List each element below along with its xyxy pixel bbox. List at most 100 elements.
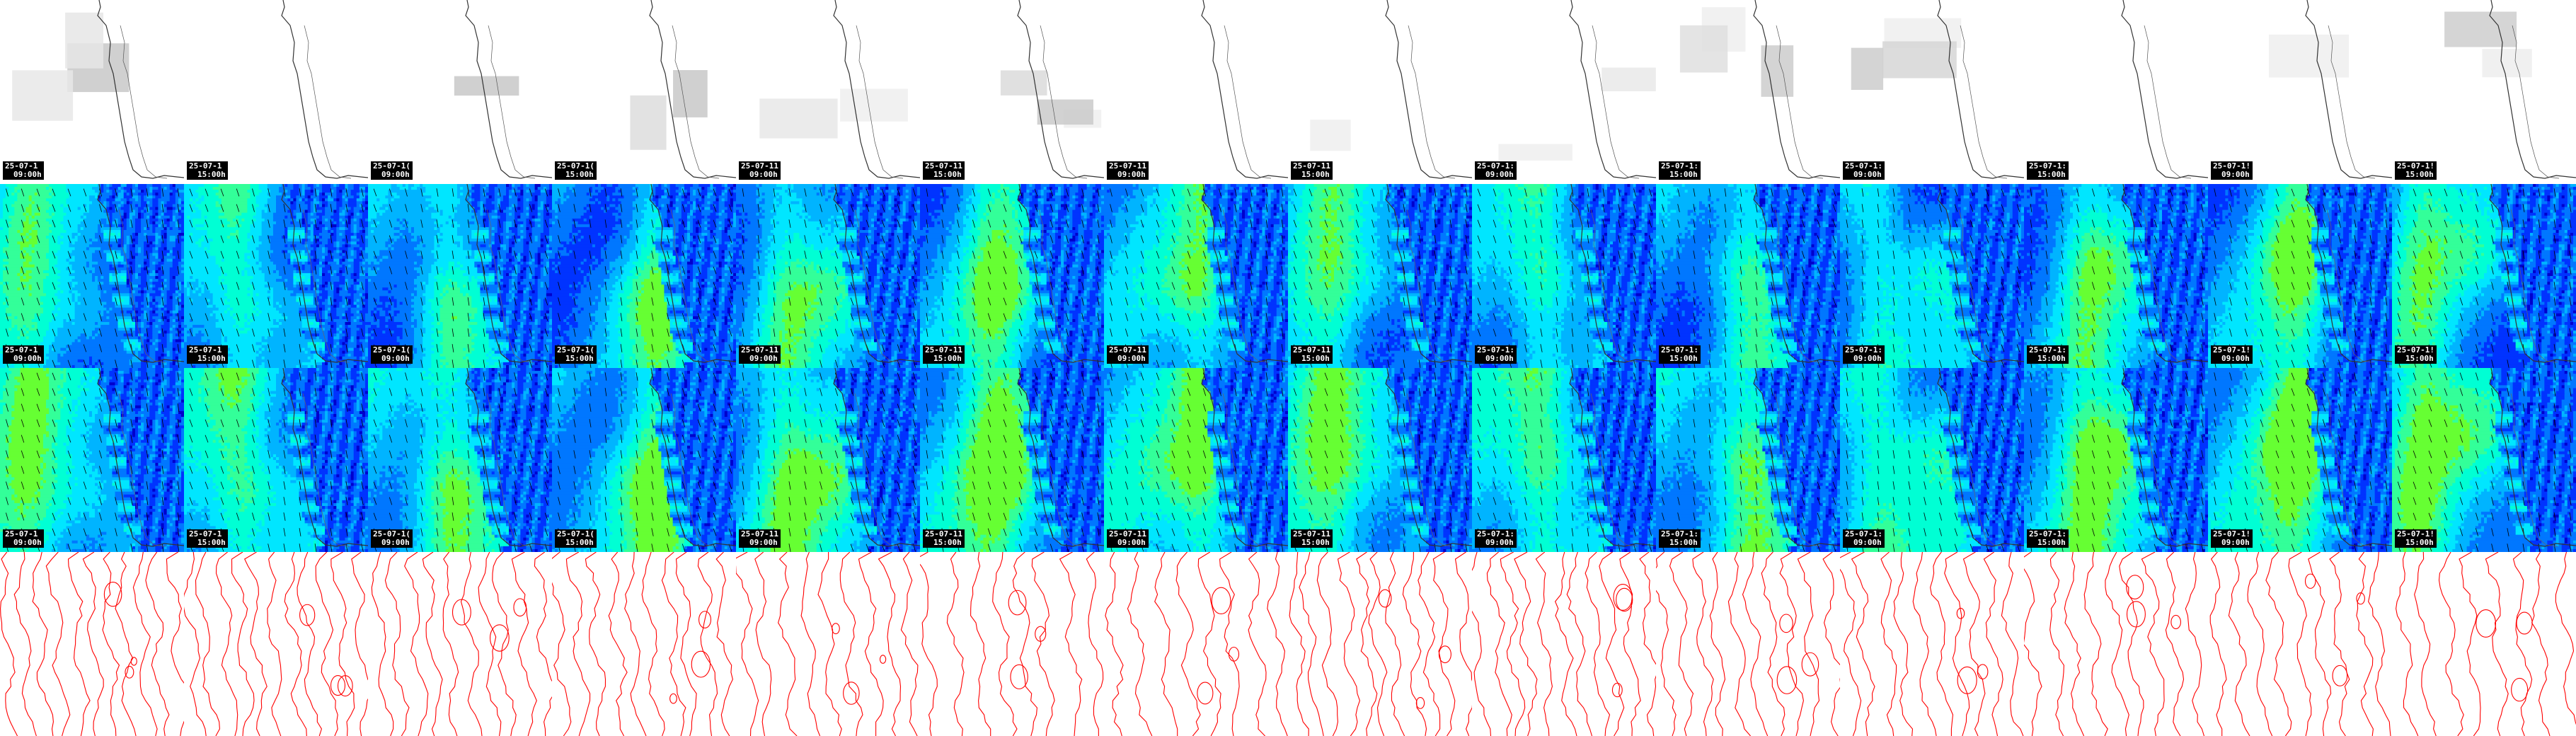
wind-speed-cell <box>509 272 512 277</box>
cloud-cover-map-tile[interactable]: 25-07-1: 15:00h <box>2024 0 2208 184</box>
wind-speed-cell <box>460 287 481 291</box>
wind-speed-cell <box>129 270 133 274</box>
wind-speed-cell <box>180 287 184 291</box>
cloud-cover-map-tile[interactable]: 25-07-1: 09:00h <box>1840 0 2024 184</box>
wind-speed-cell <box>494 362 501 366</box>
wind-speed-cell <box>330 224 337 228</box>
wind-speed-cell <box>172 304 176 309</box>
wind-speed-a-map-tile[interactable]: 25-07-1(09:00h <box>368 184 552 368</box>
wind-speed-cell <box>66 230 79 234</box>
wind-arrow <box>52 282 56 290</box>
wind-arrow <box>146 297 149 306</box>
cloud-cover-map-tile[interactable]: 25-07-11 09:00h <box>1104 0 1288 184</box>
wind-speed-cell <box>523 307 527 311</box>
cloud-cover-map-tile[interactable]: 25-07-11 15:00h <box>1288 0 1472 184</box>
wind-speed-cell <box>129 247 136 251</box>
wind-speed-cell <box>350 250 355 253</box>
wind-speed-cell <box>526 258 529 263</box>
wind-speed-a-map-tile[interactable]: 25-07-1 15:00h <box>184 184 368 368</box>
wind-speed-cell <box>184 322 217 326</box>
wind-speed-a-map-tile[interactable]: 25-07-1 09:00h <box>0 184 184 368</box>
wind-speed-cell <box>333 284 340 288</box>
wind-speed-cell <box>161 201 165 205</box>
wind-speed-cell <box>517 272 527 277</box>
wind-speed-cell <box>376 215 432 219</box>
wind-speed-cell <box>267 207 277 211</box>
wind-speed-cell <box>509 236 512 239</box>
wind-arrow <box>330 282 333 290</box>
wind-speed-cell <box>488 342 501 345</box>
wind-speed-cell <box>20 279 30 282</box>
wind-speed-cell <box>3 284 23 288</box>
wind-speed-cell <box>345 244 349 248</box>
wind-speed-cell <box>304 184 309 188</box>
wind-arrow <box>67 344 71 352</box>
wind-speed-cell <box>347 350 355 355</box>
wind-speed-cell <box>488 333 498 337</box>
wind-speed-cell <box>166 209 173 214</box>
wind-speed-cell <box>391 313 395 317</box>
wind-speed-cell <box>488 221 498 225</box>
wind-speed-cell <box>6 195 18 199</box>
wind-speed-cell <box>322 322 326 326</box>
cloud-cover-map-tile[interactable]: 25-07-11 15:00h <box>920 0 1104 184</box>
wind-speed-cell <box>546 261 550 265</box>
wind-speed-cell <box>537 350 541 355</box>
cloud-cover-map-tile[interactable]: 25-07-11 09:00h <box>736 0 920 184</box>
wind-speed-cell <box>46 218 64 222</box>
wind-speed-cell <box>192 276 219 280</box>
wind-speed-cell <box>356 301 366 306</box>
wind-speed-cell <box>422 307 432 311</box>
wind-speed-cell <box>215 192 251 196</box>
cloud-cover-map-tile[interactable]: 25-07-1! 09:00h <box>2208 0 2392 184</box>
wind-speed-cell <box>80 293 101 297</box>
wind-speed-cell <box>192 224 196 228</box>
wind-speed-cell <box>500 318 504 323</box>
wind-speed-cell <box>0 247 4 251</box>
wind-arrow <box>330 313 333 321</box>
wind-speed-cell <box>6 253 21 257</box>
wind-speed-cell <box>422 313 432 317</box>
wind-speed-cell <box>0 307 6 311</box>
wind-speed-cell <box>226 218 234 222</box>
wind-speed-cell <box>534 301 539 306</box>
wind-speed-cell <box>350 318 355 323</box>
wind-arrow <box>330 297 333 306</box>
wind-speed-cell <box>138 253 144 257</box>
wind-speed-cell <box>83 204 87 207</box>
cloud-cover-map-tile[interactable]: 25-07-1 09:00h <box>0 0 184 184</box>
wind-speed-cell <box>100 290 104 294</box>
wind-speed-cell <box>287 184 294 188</box>
wind-speed-cell <box>546 356 550 360</box>
wind-speed-cell <box>339 241 345 245</box>
wind-speed-cell <box>172 207 176 211</box>
cloud-cover-map-tile[interactable]: 25-07-1(09:00h <box>368 0 552 184</box>
wind-speed-cell <box>414 325 418 328</box>
wind-speed-cell <box>431 301 441 306</box>
cloud-cover-map-tile[interactable]: 25-07-1: 15:00h <box>1656 0 1840 184</box>
wind-speed-cell <box>500 364 504 368</box>
wind-arrow <box>330 328 333 337</box>
cloud-cover-map-tile[interactable]: 25-07-1: 09:00h <box>1472 0 1656 184</box>
wind-speed-cell <box>109 184 113 188</box>
wind-speed-cell <box>399 336 403 340</box>
wind-speed-cell <box>166 233 179 236</box>
wind-speed-cell <box>290 198 294 202</box>
cloud-cover-map-tile[interactable]: 25-07-1(15:00h <box>552 0 736 184</box>
wind-speed-cell <box>523 342 527 345</box>
wind-speed-cell <box>425 328 432 331</box>
wind-speed-cell <box>54 316 76 320</box>
wind-speed-cell <box>158 218 165 222</box>
wind-speed-cell <box>520 207 524 211</box>
cloud-cover-map-tile[interactable]: 25-07-1 15:00h <box>184 0 368 184</box>
wind-speed-cell <box>255 201 268 205</box>
wind-speed-cell <box>537 304 541 309</box>
wind-speed-cell <box>364 190 368 193</box>
wind-speed-cell <box>155 221 161 225</box>
wind-speed-cell <box>60 347 67 352</box>
cloud-cover-map-tile[interactable]: 25-07-1! 15:00h <box>2392 0 2576 184</box>
wind-speed-cell <box>132 233 136 236</box>
wind-speed-cell <box>330 350 340 355</box>
wind-speed-cell <box>307 230 311 234</box>
wind-arrow <box>220 313 224 321</box>
